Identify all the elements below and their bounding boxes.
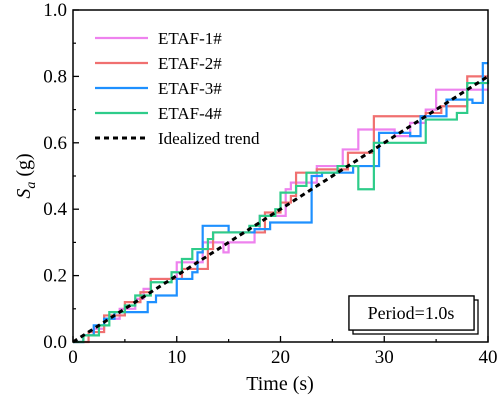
x-tick-label: 20 — [271, 347, 290, 368]
y-tick-label: 0.0 — [43, 332, 67, 353]
x-tick-label: 40 — [479, 347, 498, 368]
legend-label-5: Idealized trend — [158, 129, 260, 148]
x-tick-label: 30 — [375, 347, 394, 368]
y-tick-label: 0.6 — [43, 133, 67, 154]
x-tick-label: 10 — [167, 347, 186, 368]
x-axis-label: Time (s) — [246, 373, 314, 395]
legend-label-3: ETAF-3# — [158, 79, 222, 98]
axis-ticks: 0 10 20 30 40 0.0 0.2 0.4 0.6 0.8 1.0 — [43, 0, 497, 368]
y-axis-label: Sa (g) — [13, 153, 39, 198]
legend: ETAF-1# ETAF-2# ETAF-3# ETAF-4# Idealized tr… — [95, 29, 260, 148]
plot-frame — [72, 9, 489, 343]
y-tick-label: 0.8 — [43, 66, 67, 87]
plot-lines — [72, 62, 490, 344]
legend-label-1: ETAF-1# — [158, 29, 222, 48]
legend-label-4: ETAF-4# — [158, 104, 222, 123]
annotation-text: Period=1.0s — [368, 303, 455, 323]
y-tick-label: 0.4 — [43, 199, 67, 220]
legend-label-2: ETAF-2# — [158, 54, 222, 73]
annotation-box: Period=1.0s — [348, 295, 479, 335]
series-line-5 — [72, 75, 489, 344]
x-tick-label: 0 — [68, 347, 78, 368]
y-tick-label: 1.0 — [43, 0, 67, 21]
y-tick-label: 0.2 — [43, 266, 67, 287]
series-line-4 — [73, 79, 490, 344]
